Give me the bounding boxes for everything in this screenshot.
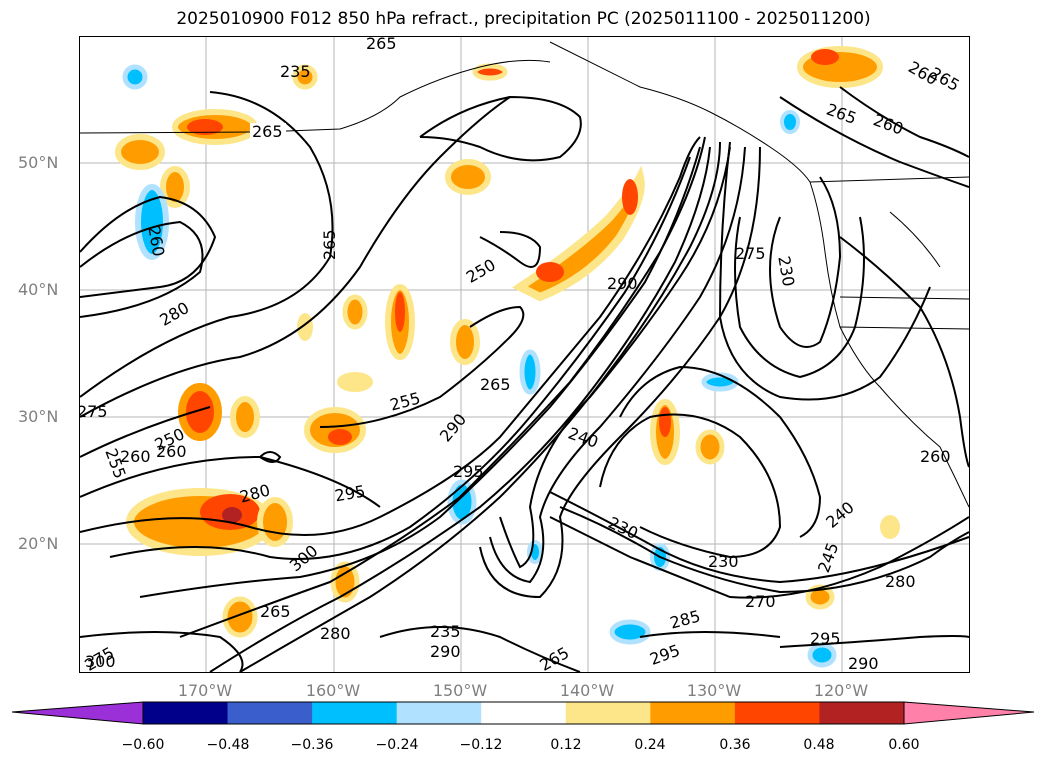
lon-label-140w: 140°W — [559, 681, 615, 700]
colorbar-tick: −0.24 — [375, 737, 419, 753]
contour-label: 255 — [388, 388, 422, 414]
contour-label: 290 — [430, 642, 461, 661]
map-title: 2025010900 F012 850 hPa refract., precip… — [176, 9, 871, 29]
contour-label: 285 — [668, 606, 702, 632]
lat-label-40n: 40°N — [18, 280, 59, 299]
colorbar-cell — [565, 702, 651, 724]
contour-label: 265 — [366, 37, 397, 53]
contour-label: 280 — [885, 572, 916, 591]
colorbar-arrow-low — [11, 701, 144, 725]
colorbar-cell — [650, 702, 736, 724]
contour-label: 300 — [286, 541, 322, 575]
colorbar-tick: 0.12 — [550, 737, 582, 753]
contour-label: 265 — [260, 602, 291, 621]
contour-label: 290 — [848, 654, 879, 672]
colorbar — [11, 701, 1035, 725]
colorbar-arrow-high — [903, 701, 1035, 725]
map-canvas: 265 265 265 265 260 265 260 250 290 275 … — [80, 37, 969, 672]
contour-label: 295 — [453, 462, 484, 481]
colorbar-tick: 0.36 — [719, 737, 751, 753]
lat-label-20n: 20°N — [18, 534, 59, 553]
contour-label: 265 — [824, 100, 859, 128]
contour-label: 280 — [320, 624, 351, 643]
contour-label: 275 — [735, 244, 766, 263]
colorbar-tick: 0.24 — [634, 737, 666, 753]
lon-label-150w: 150°W — [432, 681, 488, 700]
contour-label: 270 — [745, 592, 776, 611]
colorbar-cell — [312, 702, 398, 724]
precip-positive-patches — [115, 46, 900, 638]
contour-label: 235 — [280, 62, 311, 81]
contour-labels: 265 265 265 265 260 265 260 250 290 275 … — [80, 37, 963, 672]
lon-label-120w: 120°W — [813, 681, 869, 700]
contour-label: 260 — [920, 447, 951, 466]
colorbar-cell — [396, 702, 482, 724]
colorbar-cells — [143, 702, 905, 724]
contour-label: 265 — [320, 229, 339, 260]
precip-negative-patches — [122, 64, 837, 668]
contour-label: 265 — [480, 375, 511, 394]
contour-label: 280 — [156, 298, 192, 330]
contour-label: 230 — [708, 552, 739, 571]
colorbar-cell — [819, 702, 905, 724]
colorbar-tick: −0.48 — [206, 737, 250, 753]
lat-label-30n: 30°N — [18, 407, 59, 426]
contour-label: 295 — [810, 629, 841, 648]
contour-label: 290 — [436, 410, 470, 446]
contour-label: 265 — [252, 122, 283, 141]
colorbar-cell — [227, 702, 313, 724]
contour-label: 260 — [156, 442, 187, 461]
colorbar-tick: −0.12 — [459, 737, 503, 753]
colorbar-cell — [734, 702, 820, 724]
contour-label: 260 — [120, 447, 151, 466]
map-panel: 265 265 265 265 260 265 260 250 290 275 … — [79, 36, 970, 673]
contour-label: 230 — [774, 255, 798, 288]
colorbar-tick: −0.36 — [290, 737, 334, 753]
contour-label: 240 — [822, 498, 858, 532]
lon-label-130w: 130°W — [686, 681, 742, 700]
contour-label: 250 — [463, 255, 499, 287]
contour-label: 235 — [430, 622, 461, 641]
contour-label: 300 — [85, 652, 116, 671]
colorbar-cell — [143, 702, 229, 724]
refractivity-contours — [80, 86, 969, 672]
colorbar-tick: 0.60 — [888, 737, 920, 753]
contour-label: 260 — [871, 110, 906, 138]
contour-label: 295 — [647, 641, 682, 669]
contour-label: 290 — [607, 274, 638, 293]
lon-label-160w: 160°W — [305, 681, 361, 700]
colorbar-cell — [481, 702, 567, 724]
colorbar-tick: −0.60 — [121, 737, 165, 753]
lat-label-50n: 50°N — [18, 153, 59, 172]
contour-label: 275 — [80, 402, 108, 421]
contour-label: 230 — [605, 513, 641, 543]
lon-label-170w: 170°W — [177, 681, 233, 700]
contour-label: 295 — [333, 481, 366, 505]
contour-label: 240 — [566, 423, 601, 451]
contour-label: 245 — [814, 540, 842, 575]
colorbar-tick: 0.48 — [803, 737, 835, 753]
